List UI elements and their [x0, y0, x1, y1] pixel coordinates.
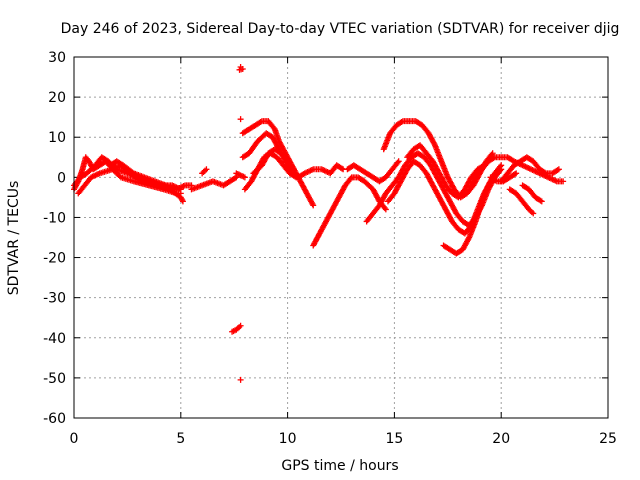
y-tick-label: 20 [48, 90, 66, 106]
data-point [538, 198, 545, 205]
y-tick-label: -60 [43, 411, 66, 427]
series-track-07 [233, 170, 248, 181]
data-point [310, 202, 317, 209]
y-tick-labels: -60 -50 -40 -30 -20 -10 0 10 20 30 [43, 50, 66, 427]
data-point [237, 322, 244, 329]
data-point [560, 178, 567, 185]
data-point [257, 118, 264, 125]
x-tick-label: 0 [70, 431, 79, 447]
data-point [541, 169, 548, 176]
y-tick-label: -50 [43, 371, 66, 387]
data-point [293, 174, 300, 181]
series-track-11 [237, 376, 244, 383]
series-track-10 [229, 322, 244, 335]
series-track-16 [310, 174, 389, 249]
data-point [382, 206, 389, 213]
data-point [395, 158, 402, 165]
x-tick-label: 15 [385, 431, 403, 447]
data-point [289, 164, 296, 171]
series-track-27 [487, 170, 520, 185]
data-point [381, 205, 388, 212]
series-track-13 [239, 130, 347, 181]
data-point [398, 118, 405, 125]
x-tick-label: 20 [492, 431, 510, 447]
y-tick-label: 0 [57, 170, 66, 186]
data-point [511, 171, 518, 178]
series-track-22 [440, 162, 505, 257]
data-point [347, 175, 354, 182]
data-point [554, 167, 561, 174]
series-track-25 [506, 186, 537, 217]
series-track-09 [237, 116, 244, 123]
x-tick-label: 5 [176, 431, 185, 447]
data-point [236, 66, 243, 73]
y-tick-label: 10 [48, 130, 66, 146]
y-axis-label: SDTVAR / TECUs [6, 181, 22, 296]
chart-title: Day 246 of 2023, Sidereal Day-to-day VTE… [61, 21, 620, 37]
data-point [555, 166, 562, 173]
data-point [179, 197, 186, 204]
series-track-06 [199, 166, 210, 177]
data-point [232, 175, 239, 182]
series-track-15 [250, 146, 298, 177]
data-point [291, 173, 298, 180]
data-markers [71, 64, 567, 383]
y-tick-label: -30 [43, 291, 66, 307]
series-track-17 [344, 158, 402, 185]
y-tick-label: -40 [43, 331, 66, 347]
data-point [241, 174, 248, 181]
data-point [394, 159, 401, 166]
data-point [530, 210, 537, 217]
data-point [497, 163, 504, 170]
series-track-05 [188, 174, 240, 193]
y-tick-label: -10 [43, 210, 66, 226]
series-track-24 [498, 154, 562, 185]
x-tick-labels: 0 5 10 15 20 25 [70, 431, 617, 447]
data-point [513, 170, 520, 177]
x-tick-label: 25 [599, 431, 617, 447]
y-tick-label: 30 [48, 50, 66, 66]
y-tick-label: -20 [43, 251, 66, 267]
data-point [237, 116, 244, 123]
x-tick-label: 10 [279, 431, 297, 447]
plot-frame [73, 56, 609, 419]
data-point [179, 198, 186, 205]
data-point [431, 140, 438, 147]
data-point [338, 165, 345, 172]
x-axis-label: GPS time / hours [281, 458, 398, 474]
data-point [291, 166, 298, 173]
data-point [490, 155, 497, 162]
data-point [537, 197, 544, 204]
data-point [465, 235, 472, 242]
series-track-08 [236, 64, 246, 73]
data-point [237, 376, 244, 383]
series-track-04 [107, 158, 195, 193]
data-point [498, 162, 505, 169]
series-track-26 [519, 182, 545, 205]
grid-lines [74, 57, 608, 418]
data-point [492, 177, 499, 184]
data-point [489, 150, 496, 157]
data-point [309, 201, 316, 208]
data-point [203, 166, 210, 173]
